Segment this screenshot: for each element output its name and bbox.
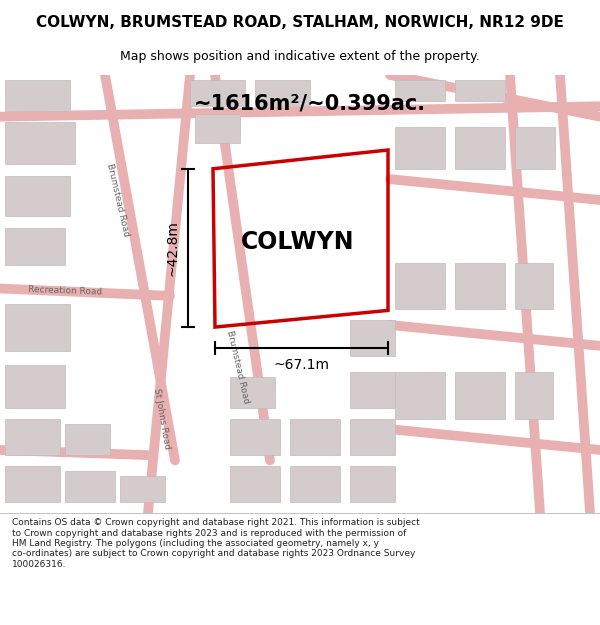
Bar	[255, 80, 310, 106]
Bar	[65, 471, 115, 502]
Bar	[5, 364, 65, 408]
Text: Contains OS data © Crown copyright and database right 2021. This information is : Contains OS data © Crown copyright and d…	[12, 518, 420, 569]
Bar	[515, 372, 553, 419]
Bar	[5, 176, 70, 216]
Bar	[515, 127, 555, 169]
Bar	[65, 424, 110, 455]
Text: Map shows position and indicative extent of the property.: Map shows position and indicative extent…	[120, 50, 480, 62]
Text: ~1616m²/~0.399ac.: ~1616m²/~0.399ac.	[194, 93, 426, 113]
Bar	[190, 80, 245, 106]
Bar	[395, 80, 445, 101]
Bar	[195, 114, 240, 142]
Bar	[230, 377, 275, 408]
Text: St Johns Road: St Johns Road	[152, 388, 172, 450]
Bar	[455, 262, 505, 309]
Bar	[350, 372, 395, 408]
Bar	[120, 476, 165, 502]
Text: Brumstead Road: Brumstead Road	[225, 329, 251, 404]
Text: ~67.1m: ~67.1m	[274, 358, 329, 372]
Bar	[455, 80, 505, 101]
Text: Recreation Road: Recreation Road	[28, 285, 102, 296]
Bar	[5, 122, 75, 164]
Bar	[395, 372, 445, 419]
Bar	[290, 419, 340, 455]
Text: Brumstead Road: Brumstead Road	[105, 162, 131, 238]
Bar	[455, 127, 505, 169]
Bar	[455, 372, 505, 419]
Text: ~42.8m: ~42.8m	[166, 220, 180, 276]
Bar	[230, 466, 280, 502]
Bar	[350, 419, 395, 455]
Bar	[350, 320, 395, 356]
Bar	[5, 466, 60, 502]
Bar	[515, 262, 553, 309]
Bar	[5, 228, 65, 264]
Text: COLWYN: COLWYN	[241, 229, 355, 254]
Bar	[395, 262, 445, 309]
Bar	[5, 80, 70, 111]
Bar	[5, 304, 70, 351]
Bar	[350, 466, 395, 502]
Bar	[395, 127, 445, 169]
Text: COLWYN, BRUMSTEAD ROAD, STALHAM, NORWICH, NR12 9DE: COLWYN, BRUMSTEAD ROAD, STALHAM, NORWICH…	[36, 15, 564, 30]
Bar	[230, 419, 280, 455]
Bar	[5, 419, 60, 455]
Bar	[290, 466, 340, 502]
